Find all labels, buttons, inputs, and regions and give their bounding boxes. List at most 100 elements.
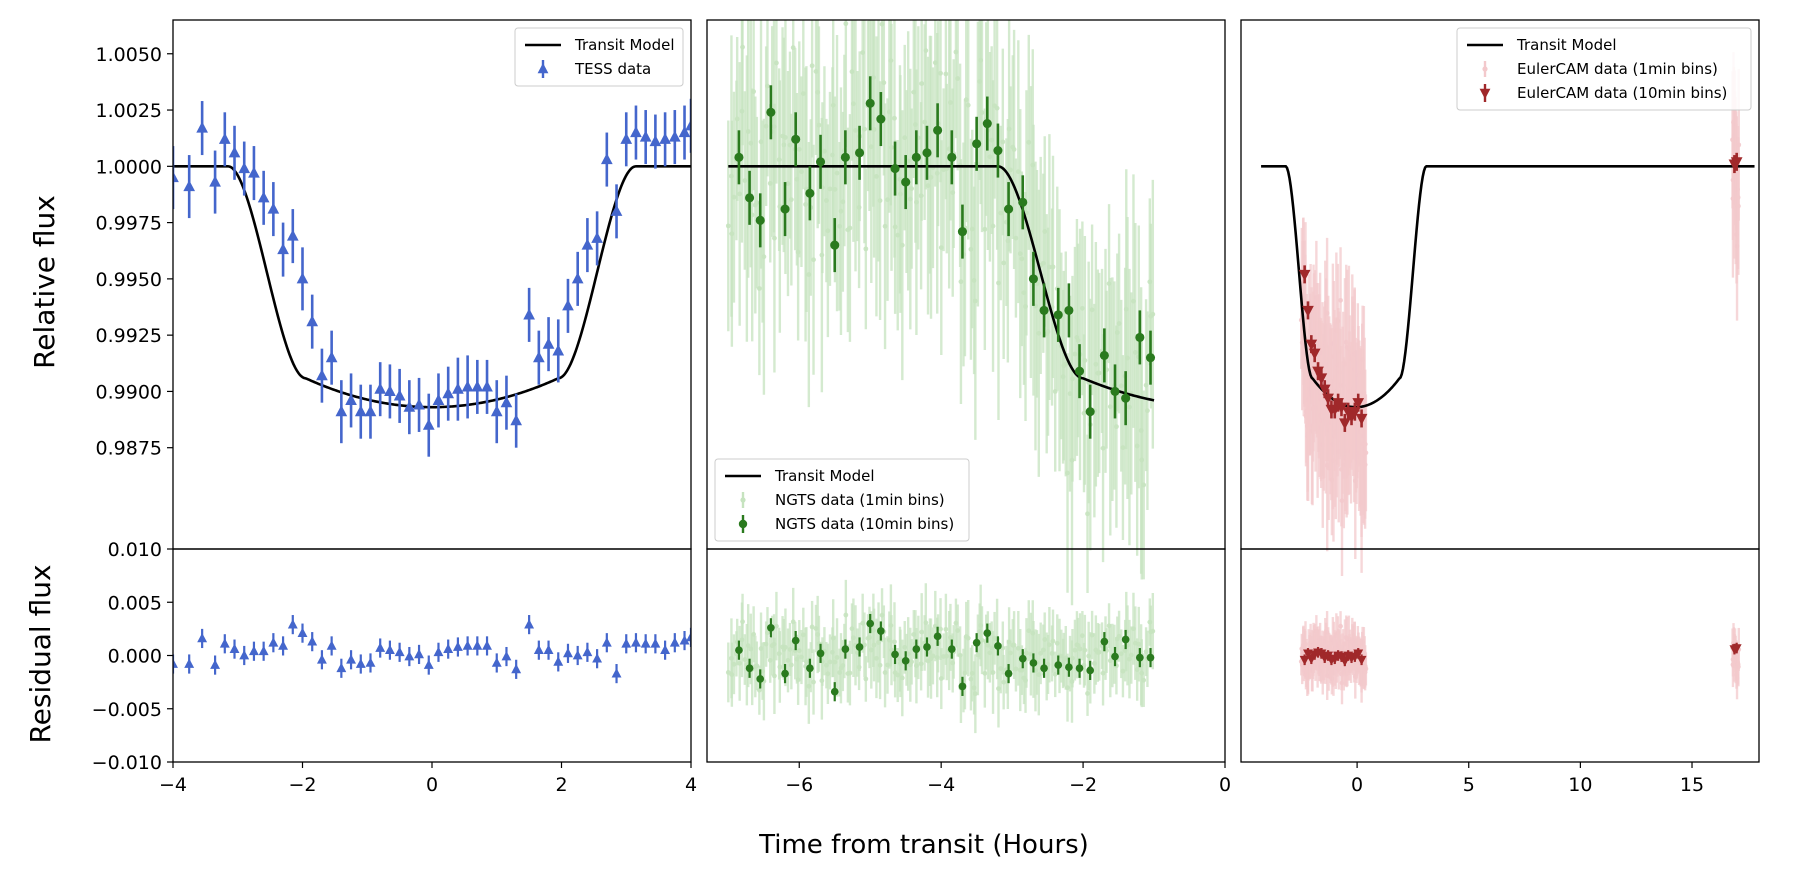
tess-residual-point [563, 647, 573, 658]
tess-legend-data-swatch [537, 63, 549, 74]
ngts-raw-point [809, 63, 815, 69]
tess-residual-point [592, 653, 603, 663]
tess-residual-point [601, 637, 612, 647]
tess-data-point [610, 204, 623, 216]
tess-residual-point [472, 640, 483, 650]
tess-data-point [452, 382, 464, 394]
ngts-raw-point [982, 226, 988, 232]
tess-residual-point [210, 659, 221, 669]
ngts-x-tick-label: −6 [785, 774, 813, 796]
eulercam-residual-point [1353, 649, 1364, 659]
ngts-residual-point [735, 646, 743, 655]
ngts-residual-point [876, 627, 885, 635]
ngts-residual-point [947, 645, 956, 653]
ngts-raw-point [1070, 376, 1075, 382]
ngts-data-point [1004, 204, 1014, 214]
ngts-raw-point [881, 80, 887, 86]
ngts-raw-point [1079, 305, 1085, 311]
ngts-transit-model-line [728, 165, 1155, 402]
ngts-residual-point [958, 682, 967, 691]
tess-data-point [442, 387, 455, 399]
tess-panel: −4 −2 0 2 4 0.9875 0.9900 0.9925 0.9950 0.9975 1.0… [92, 19, 697, 796]
ngts-raw-point [990, 223, 996, 229]
ngts-x-tick-label: −2 [1069, 774, 1097, 796]
tess-residual-point [433, 646, 444, 657]
bottom-y-tick-label: 0.000 [108, 646, 162, 668]
ngts-raw-point [899, 242, 905, 248]
tess-data-point [286, 229, 299, 241]
ngts-raw-residual-point [847, 670, 853, 676]
ngts-data-point [957, 227, 968, 237]
ngts-data-point [791, 134, 801, 144]
ngts-data-point [865, 98, 875, 108]
ngts-raw-residual-point [1150, 628, 1156, 634]
ngts-raw-point [1050, 264, 1056, 270]
ngts-residual-point [1075, 664, 1084, 673]
tess-data-point [649, 135, 662, 147]
ngts-raw-point [938, 70, 943, 76]
tess-residual-point [443, 643, 454, 653]
ngts-data-point [933, 125, 943, 135]
tess-residual-point [278, 640, 289, 650]
tess-residual-point [336, 662, 347, 673]
ngts-data-point [947, 152, 957, 162]
tess-x-tick-label: 2 [555, 774, 567, 796]
y-axis-label-bottom: Residual flux [24, 564, 57, 743]
ngts-raw-residual-point [923, 620, 929, 626]
ngts-residual-point [972, 638, 981, 647]
eulercam-raw-residual-point [1363, 666, 1369, 672]
tess-x-tick-label: 4 [685, 774, 697, 796]
tess-residual-point [316, 654, 327, 664]
ngts-raw-residual-point [765, 630, 770, 636]
ngts-raw-residual-point [1079, 633, 1085, 639]
ngts-raw-residual-point [756, 687, 762, 693]
ngts-raw-point [745, 129, 751, 134]
ngts-raw-residual-point [979, 637, 985, 643]
ngts-raw-point [754, 200, 760, 206]
ngts-data-point [1121, 393, 1131, 403]
ngts-raw-residual-point [725, 670, 731, 675]
tess-residual-point [482, 640, 492, 650]
ngts-residual-point [912, 645, 921, 653]
ngts-legend-raw-swatch [740, 497, 746, 503]
ngts-residual-point [866, 619, 875, 628]
tess-data-point [668, 130, 681, 142]
tess-data-point [481, 380, 493, 392]
ngts-raw-point [862, 126, 867, 132]
tess-data-point [432, 393, 445, 405]
ngts-raw-point [725, 223, 731, 229]
top-y-tick-label: 1.0000 [96, 156, 162, 178]
ngts-residual-point [767, 623, 775, 632]
eulercam-legend: Transit Model EulerCAM data (1min bins) Eu… [1456, 27, 1752, 111]
tess-data-point [562, 299, 574, 311]
eulercam-data-point [1302, 305, 1314, 317]
tess-residual-point [524, 619, 535, 629]
ngts-raw-residual-point [1046, 642, 1052, 648]
eulercam-x-tick-label: 5 [1463, 774, 1475, 796]
eulercam-legend-box [1456, 27, 1752, 111]
ngts-data-point [780, 204, 790, 214]
tess-legend-label: Transit Model [574, 36, 675, 54]
tess-data-point [364, 405, 377, 417]
ngts-residual-point [1065, 663, 1073, 672]
ngts-raw-residual-point [882, 670, 888, 675]
ngts-residual-point [806, 664, 814, 673]
tess-residual-point [219, 638, 230, 648]
ngts-raw-point [765, 83, 770, 89]
ngts-raw-point [882, 223, 888, 229]
eulercam-residual-point [1356, 655, 1367, 666]
tess-data-point [413, 398, 425, 410]
ngts-residual-point [1135, 653, 1144, 662]
tess-data-point [209, 175, 221, 187]
ngts-residual-point [994, 642, 1002, 650]
ngts-raw-point [1046, 264, 1052, 270]
ngts-residual-point [1121, 635, 1130, 644]
eulercam-data-point [1335, 402, 1348, 414]
ngts-raw-point [1096, 370, 1102, 376]
ngts-raw-residual-point [1038, 650, 1044, 656]
ngts-raw-residual-point [1100, 670, 1106, 676]
top-y-tick-label: 0.9925 [96, 325, 162, 347]
ngts-raw-point [816, 122, 822, 128]
ngts-data-point [1028, 274, 1038, 284]
